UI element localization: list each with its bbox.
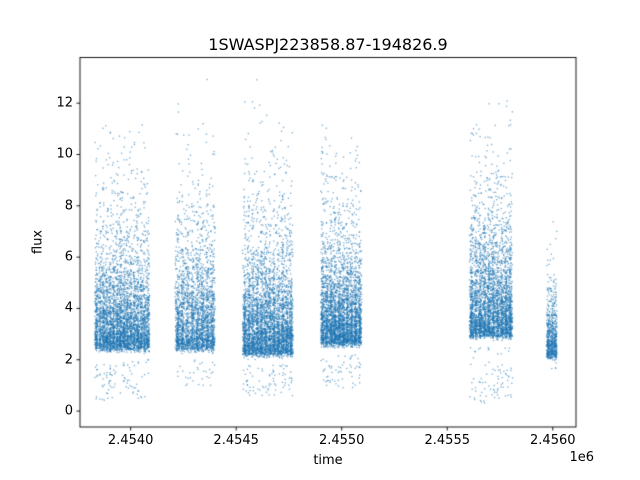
y-tick-label: 10: [56, 146, 73, 162]
x-axis-offset-label: 1e6: [569, 450, 594, 465]
y-tick-label: 8: [64, 198, 73, 214]
y-tick-label: 12: [56, 95, 73, 111]
x-tick-label: 2.4560: [530, 433, 576, 448]
y-axis-label: flux: [30, 229, 46, 255]
x-tick-label: 2.4540: [107, 433, 154, 448]
y-tick-label: 6: [64, 249, 73, 265]
y-tick-label: 2: [64, 352, 73, 368]
y-tick-label: 0: [64, 403, 73, 419]
x-tick-label: 2.4550: [318, 433, 365, 448]
chart-title: 1SWASPJ223858.87-194826.9: [208, 35, 448, 54]
x-tick-label: 2.4545: [213, 433, 259, 448]
x-axis-label: time: [313, 453, 343, 468]
y-tick-label: 4: [64, 300, 73, 316]
x-tick-label: 2.4555: [424, 433, 471, 448]
